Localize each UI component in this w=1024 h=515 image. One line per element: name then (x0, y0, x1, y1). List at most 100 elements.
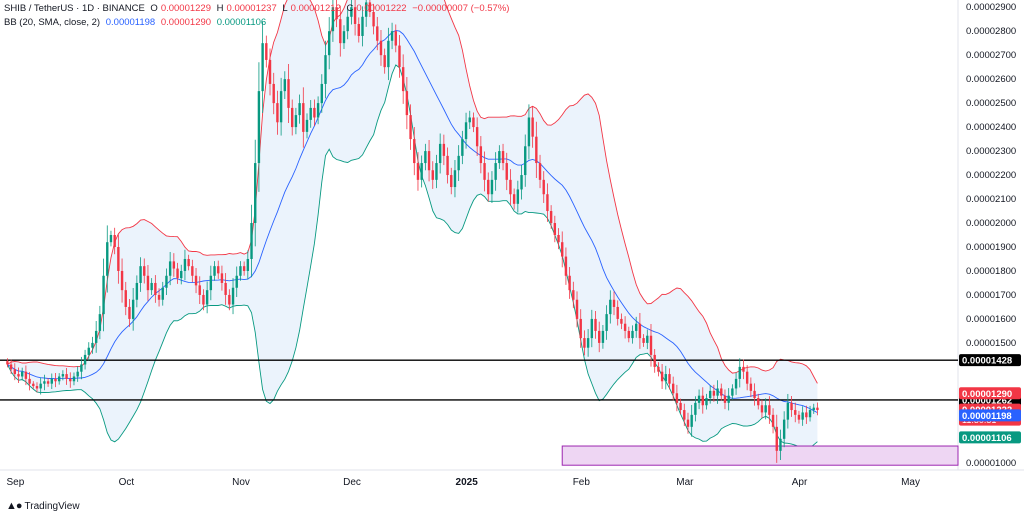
candle-body (431, 170, 434, 180)
candle-body (646, 335, 649, 343)
candlesticks (6, 0, 819, 463)
price-tick-label: 0.00002800 (966, 26, 1016, 37)
candle-body (83, 354, 87, 365)
symbol-legend[interactable]: SHIB / TetherUS · 1D · BINANCE O 0.000012… (4, 3, 512, 14)
change-value: −0.00000007 (−0.57%) (412, 3, 510, 14)
candle-body (294, 115, 298, 128)
time-tick-label: Dec (343, 477, 361, 488)
candle-body (438, 143, 442, 164)
candle-body (168, 261, 172, 276)
candle-body (549, 211, 553, 224)
candle-body (32, 383, 35, 387)
candle-body (501, 151, 505, 164)
candle-body (161, 287, 164, 300)
candle-body (413, 139, 416, 164)
bb-upper-value: 0.00001290 (160, 17, 212, 28)
candle-body (586, 338, 590, 348)
candle-body (50, 378, 53, 384)
candle-body (442, 143, 446, 156)
candle-body (527, 117, 531, 147)
candle-body (564, 256, 568, 276)
candle-body (172, 261, 176, 269)
price-tag-3-text: 0.00001106 (962, 433, 1012, 444)
candle-body (135, 282, 139, 300)
candle-body (94, 330, 98, 343)
candle-body (272, 83, 275, 104)
candle-body (176, 268, 179, 279)
candle-body (457, 155, 460, 171)
candle-body (538, 163, 542, 180)
candle-body (376, 26, 379, 41)
bb-legend[interactable]: BB (20, SMA, close, 2) 0.00001198 0.0000… (4, 17, 269, 28)
candle-body (487, 179, 490, 195)
candle-body (13, 369, 16, 375)
candle-body (794, 410, 797, 415)
candle-body (816, 407, 819, 411)
candle-body (235, 275, 238, 288)
candle-body (579, 318, 582, 339)
candle-body (631, 330, 634, 339)
candle-body (309, 107, 312, 120)
candle-body (734, 378, 738, 389)
price-axis[interactable]: 0.00002900 0.00002800 0.00002700 0.00002600… (966, 2, 1016, 469)
candle-body (39, 383, 42, 389)
candle-body (24, 371, 28, 379)
time-axis[interactable]: Sep Oct Nov Dec 2025 Feb Mar Apr May (6, 477, 919, 488)
candle-body (76, 371, 79, 377)
candle-body (557, 235, 560, 243)
candle-body (320, 83, 324, 104)
candle-body (387, 40, 390, 68)
low-label: L (282, 3, 288, 14)
candle-body (165, 275, 168, 288)
price-tick-label: 0.00002200 (966, 170, 1016, 181)
candle-body (113, 235, 116, 247)
candle-body (786, 402, 790, 420)
candle-body (516, 189, 520, 204)
candle-body (69, 378, 72, 382)
candle-body (364, 2, 368, 17)
tradingview-branding[interactable]: ▲● TradingView (6, 500, 80, 512)
candle-body (124, 290, 127, 307)
candle-body (283, 79, 287, 92)
candle-body (372, 11, 375, 27)
candle-body (690, 414, 693, 427)
candle-body (812, 407, 815, 411)
price-tick-label: 0.00001700 (966, 290, 1016, 301)
candle-body (416, 163, 420, 180)
candle-body (302, 103, 305, 132)
level-tag-0-bg (959, 354, 1021, 367)
candle-body (594, 318, 597, 331)
candle-body (279, 91, 283, 123)
candle-body (464, 122, 468, 140)
candle-body (601, 330, 605, 343)
candle-body (520, 175, 523, 190)
candle-body (139, 266, 142, 283)
candle-body (542, 179, 545, 195)
candle-body (472, 117, 475, 128)
candle-body (217, 266, 220, 274)
candle-body (808, 410, 812, 418)
candle-body (298, 103, 301, 116)
price-tick-label: 0.00002600 (966, 74, 1016, 85)
candle-body (183, 258, 187, 271)
horizontal-levels (0, 359, 958, 401)
candle-body (790, 402, 793, 411)
candle-body (157, 294, 161, 300)
candle-body (80, 364, 83, 372)
candle-body (583, 338, 586, 348)
candle-body (694, 402, 697, 415)
candle-body (61, 374, 65, 377)
low-value: 0.00001212 (290, 3, 341, 14)
time-tick-label: Oct (119, 477, 135, 488)
candle-body (98, 314, 102, 331)
candle-body (198, 285, 201, 295)
price-tag-3-bg (959, 431, 1021, 444)
candle-body (742, 366, 745, 372)
candle-body (764, 405, 767, 413)
candle-body (305, 119, 309, 132)
candle-body (675, 393, 679, 403)
candle-body (265, 43, 268, 60)
candle-body (261, 43, 264, 92)
candle-body (6, 361, 9, 365)
